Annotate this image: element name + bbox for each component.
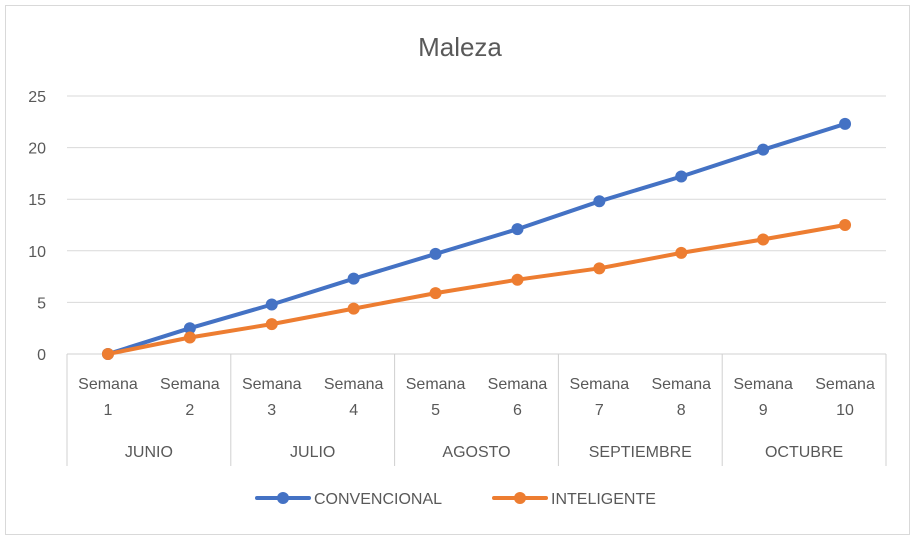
x-tick-label: Semana xyxy=(406,376,466,393)
data-point-inteligente xyxy=(511,273,524,286)
data-point-convencional xyxy=(757,143,770,156)
x-tick-number: 3 xyxy=(267,402,276,419)
y-tick-label: 10 xyxy=(28,244,46,261)
x-tick-number: 5 xyxy=(431,402,440,419)
y-tick-label: 0 xyxy=(37,347,46,364)
gridlines xyxy=(67,95,886,355)
data-point-convencional xyxy=(593,195,606,208)
series-line-inteligente xyxy=(106,223,848,356)
data-point-inteligente xyxy=(347,302,360,315)
data-point-inteligente xyxy=(675,246,688,259)
x-tick-label: Semana xyxy=(488,376,548,393)
x-tick-label: Semana xyxy=(324,376,384,393)
legend-label: CONVENCIONAL xyxy=(314,491,442,508)
legend: CONVENCIONAL INTELIGENTE xyxy=(255,491,656,508)
x-group-label: JUNIO xyxy=(125,444,173,461)
x-group-label: OCTUBRE xyxy=(765,444,843,461)
x-tick-label: Semana xyxy=(78,376,138,393)
data-point-convencional xyxy=(675,170,688,183)
x-tick-number: 4 xyxy=(349,402,358,419)
data-point-inteligente xyxy=(101,348,114,360)
chart-title: Maleza xyxy=(418,32,502,62)
x-tick-label: Semana xyxy=(733,376,793,393)
data-point-inteligente xyxy=(757,233,770,246)
data-point-convencional xyxy=(347,272,360,285)
data-point-inteligente xyxy=(593,262,606,275)
x-tick-number: 10 xyxy=(836,402,854,419)
series-group xyxy=(101,117,852,360)
x-group-label: JULIO xyxy=(290,444,335,461)
x-tick-label: Semana xyxy=(160,376,220,393)
y-tick-label: 20 xyxy=(28,141,46,158)
y-axis-ticks: 0 5 10 15 20 25 xyxy=(28,89,46,364)
data-point-inteligente xyxy=(839,219,852,231)
data-point-convencional xyxy=(839,117,852,130)
series-line-convencional xyxy=(106,121,848,356)
data-point-convencional xyxy=(265,298,278,311)
x-tick-number: 9 xyxy=(759,402,768,419)
x-tick-number: 1 xyxy=(103,402,112,419)
legend-swatch-marker xyxy=(514,492,526,504)
data-point-convencional xyxy=(429,247,442,260)
x-group-label: AGOSTO xyxy=(442,444,510,461)
chart-frame xyxy=(5,5,910,535)
x-tick-number: 2 xyxy=(185,402,194,419)
y-tick-label: 25 xyxy=(28,89,46,106)
x-tick-number: 6 xyxy=(513,402,522,419)
data-point-inteligente xyxy=(183,331,196,344)
x-tick-label: Semana xyxy=(242,376,302,393)
x-tick-number: 8 xyxy=(677,402,686,419)
data-point-convencional xyxy=(511,223,524,236)
x-tick-label: Semana xyxy=(651,376,711,393)
data-point-convencional xyxy=(183,322,196,335)
data-point-inteligente xyxy=(265,318,278,331)
legend-label: INTELIGENTE xyxy=(551,491,656,508)
x-tick-label: Semana xyxy=(570,376,630,393)
x-group-label: SEPTIEMBRE xyxy=(589,444,692,461)
x-tick-number: 7 xyxy=(595,402,604,419)
x-tick-label: Semana xyxy=(815,376,875,393)
y-tick-label: 15 xyxy=(28,192,46,209)
y-tick-label: 5 xyxy=(37,295,46,312)
legend-swatch-marker xyxy=(277,492,289,504)
x-axis: Semana 1 Semana 2 Semana 3 Semana 4 Semana 5 Seman… xyxy=(66,354,887,466)
data-point-inteligente xyxy=(429,287,442,300)
